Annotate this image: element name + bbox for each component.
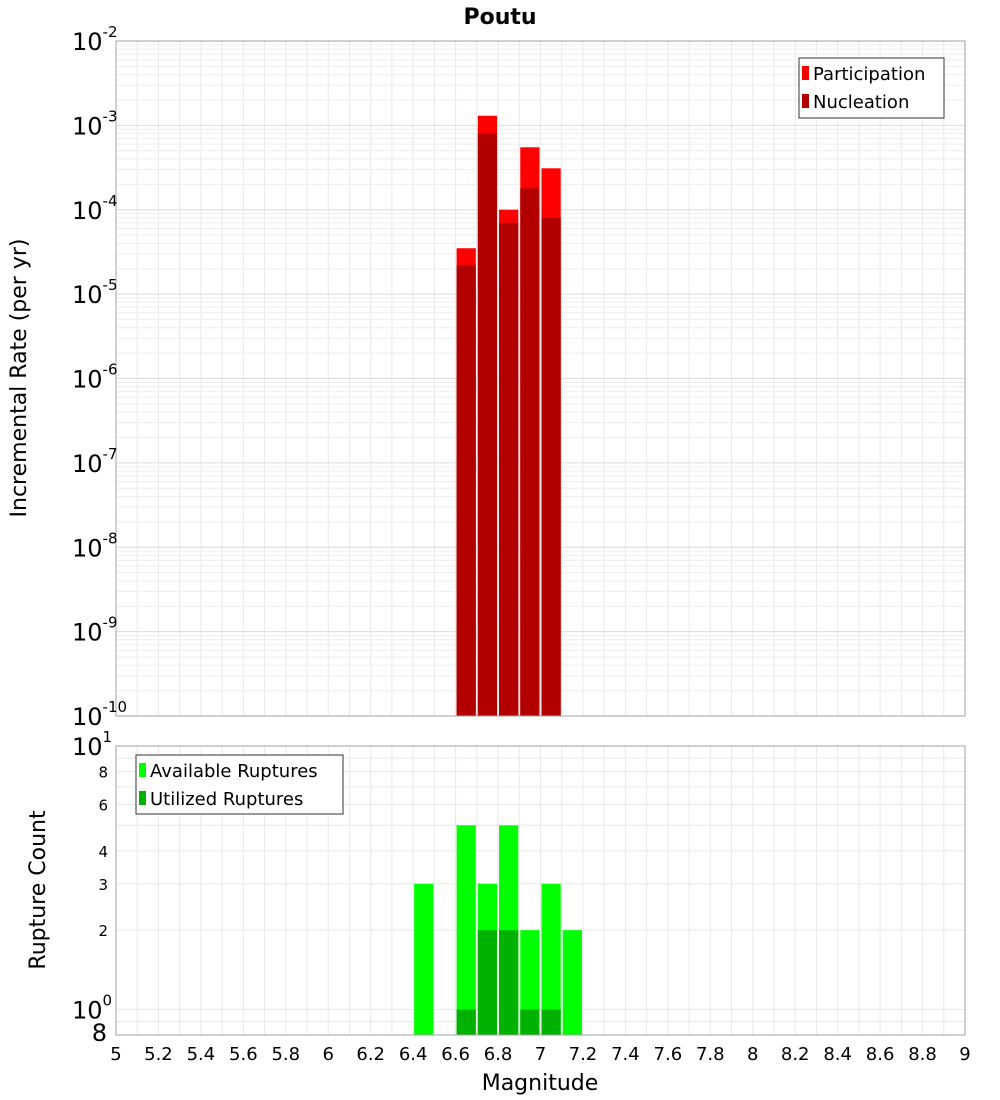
x-tick-label: 8.2 bbox=[781, 1044, 810, 1065]
bottom-y-minor-tick-label: 3 bbox=[98, 876, 108, 894]
bottom-y-minor-tick-label: 8 bbox=[92, 1019, 107, 1047]
top-legend: Participation Nucleation bbox=[798, 57, 945, 119]
bar-utilized-ruptures bbox=[541, 1009, 561, 1035]
bottom-y-tick-label: 100 bbox=[72, 991, 112, 1024]
x-tick-label: 6.2 bbox=[356, 1044, 385, 1065]
legend-swatch-available-ruptures bbox=[139, 763, 146, 777]
legend-label-participation: Participation bbox=[813, 64, 925, 85]
x-tick-label: 7.4 bbox=[611, 1044, 640, 1065]
bar-nucleation bbox=[499, 222, 519, 716]
top-y-axis-label: Incremental Rate (per yr) bbox=[7, 239, 32, 518]
bar-nucleation bbox=[541, 217, 561, 716]
bar-utilized-ruptures bbox=[499, 930, 519, 1035]
bar-nucleation bbox=[456, 265, 476, 716]
x-tick-label: 8.8 bbox=[908, 1044, 937, 1065]
x-tick-label: 8.6 bbox=[866, 1044, 895, 1065]
x-tick-label: 5.6 bbox=[229, 1044, 258, 1065]
x-tick-label: 5.8 bbox=[271, 1044, 300, 1065]
x-tick-label: 7.2 bbox=[569, 1044, 598, 1065]
x-tick-label: 8.4 bbox=[823, 1044, 852, 1065]
bottom-legend: Available Ruptures Utilized Ruptures bbox=[135, 754, 344, 815]
bottom-y-tick-labels: 100 101 8 2 3 4 6 8 bbox=[72, 728, 112, 1047]
chart-title: Poutu bbox=[463, 5, 536, 30]
bar-utilized-ruptures bbox=[520, 1009, 540, 1035]
x-tick-label: 5.2 bbox=[144, 1044, 173, 1065]
x-tick-label: 9 bbox=[959, 1044, 970, 1065]
bottom-legend-box bbox=[135, 754, 344, 815]
legend-swatch-utilized-ruptures bbox=[139, 791, 146, 805]
legend-swatch-participation bbox=[802, 66, 809, 80]
legend-label-nucleation: Nucleation bbox=[813, 92, 909, 113]
bottom-y-minor-tick-label: 4 bbox=[98, 843, 108, 861]
x-tick-label: 7 bbox=[535, 1044, 546, 1065]
bottom-y-axis-label: Rupture Count bbox=[26, 810, 51, 970]
top-y-tick-label: 10-9 bbox=[72, 614, 118, 647]
top-plot-border bbox=[115, 40, 966, 717]
bar-available-ruptures bbox=[414, 883, 434, 1035]
x-tick-label: 5.4 bbox=[187, 1044, 216, 1065]
top-y-tick-label: 10-5 bbox=[72, 276, 118, 309]
x-tick-label: 6.6 bbox=[441, 1044, 470, 1065]
bottom-bars bbox=[414, 825, 582, 1035]
bottom-plot-border bbox=[115, 745, 966, 1036]
top-y-tick-labels: 10-10 10-9 10-8 10-7 10-6 10-5 10-4 10-3 10-2 bbox=[72, 23, 127, 731]
x-tick-label: 7.6 bbox=[654, 1044, 683, 1065]
top-panel: 10-10 10-9 10-8 10-7 10-6 10-5 10-4 10-3 10-2 In… bbox=[7, 23, 966, 731]
legend-label-available-ruptures: Available Ruptures bbox=[150, 761, 318, 782]
bar-utilized-ruptures bbox=[456, 1009, 476, 1035]
x-tick-label: 6.4 bbox=[399, 1044, 428, 1065]
x-tick-label: 5 bbox=[110, 1044, 121, 1065]
bottom-panel: 100 101 8 2 3 4 6 8 5 5.2 5.4 5.6 5.8 6 6.2 6.4 6.6 6.8 7… bbox=[26, 728, 971, 1096]
bottom-gridlines bbox=[115, 745, 966, 1036]
top-y-tick-label: 10-10 bbox=[72, 698, 127, 731]
x-tick-label: 6 bbox=[323, 1044, 334, 1065]
bar-available-ruptures bbox=[562, 930, 582, 1035]
top-y-tick-label: 10-3 bbox=[72, 107, 118, 140]
bar-utilized-ruptures bbox=[477, 930, 498, 1035]
x-tick-label: 7.8 bbox=[696, 1044, 725, 1065]
top-y-tick-label: 10-7 bbox=[72, 445, 118, 478]
top-gridlines bbox=[115, 41, 966, 717]
bar-nucleation bbox=[477, 133, 498, 717]
bar-available-ruptures bbox=[541, 883, 561, 1035]
top-bars bbox=[456, 115, 561, 717]
bottom-y-minor-tick-label: 8 bbox=[98, 764, 108, 782]
bottom-y-tick-label: 101 bbox=[72, 728, 112, 761]
legend-label-utilized-ruptures: Utilized Ruptures bbox=[150, 789, 303, 810]
top-y-tick-label: 10-8 bbox=[72, 529, 118, 562]
x-axis-label: Magnitude bbox=[482, 1071, 599, 1096]
bottom-y-minor-tick-label: 6 bbox=[98, 796, 108, 814]
bar-available-ruptures bbox=[520, 930, 540, 1035]
bar-nucleation bbox=[520, 188, 540, 717]
top-legend-box bbox=[798, 57, 945, 119]
x-tick-label: 8 bbox=[747, 1044, 758, 1065]
x-tick-labels: 5 5.2 5.4 5.6 5.8 6 6.2 6.4 6.6 6.8 7 7.2 7.4 7.6 7.8 8… bbox=[110, 1044, 970, 1065]
x-tick-label: 6.8 bbox=[484, 1044, 513, 1065]
bar-available-ruptures bbox=[456, 825, 476, 1035]
top-y-tick-label: 10-4 bbox=[72, 192, 118, 225]
bottom-y-minor-tick-label: 2 bbox=[98, 922, 108, 940]
legend-swatch-nucleation bbox=[802, 94, 809, 108]
top-y-tick-label: 10-2 bbox=[72, 23, 118, 56]
top-y-tick-label: 10-6 bbox=[72, 361, 118, 394]
